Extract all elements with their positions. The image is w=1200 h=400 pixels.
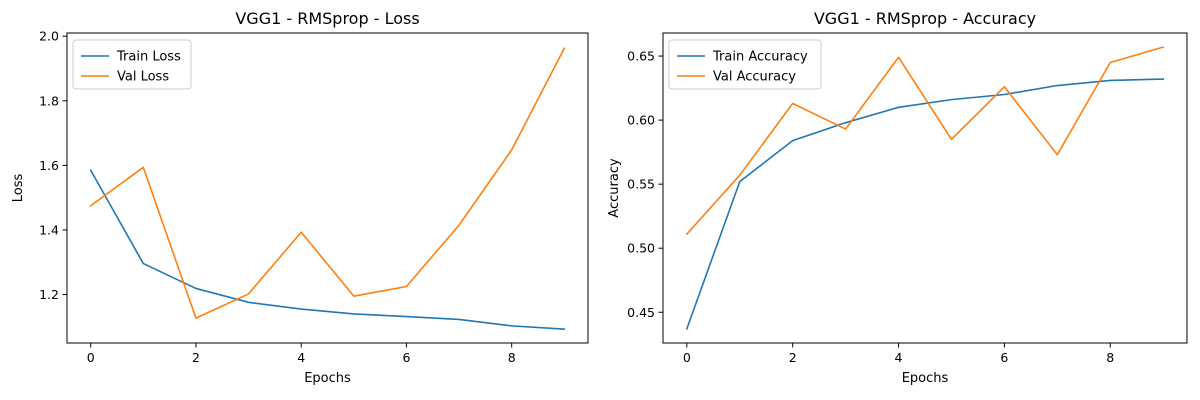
loss-y-axis-label: Loss	[11, 174, 26, 203]
accuracy-y-tick-label: 0.60	[627, 113, 655, 128]
accuracy-x-tick-label: 4	[895, 350, 903, 365]
loss-x-tick-label: 2	[192, 350, 200, 365]
accuracy-series-line-train-accuracy	[685, 78, 1165, 330]
loss-x-tick-label: 4	[297, 350, 305, 365]
loss-x-axis-label: Epochs	[304, 371, 351, 386]
accuracy-y-axis-label: Accuracy	[607, 158, 622, 218]
accuracy-y-tick-label: 0.65	[627, 49, 655, 64]
accuracy-y-tick-label: 0.45	[627, 305, 655, 320]
accuracy-axes-frame	[662, 32, 1188, 344]
accuracy-y-tick-label: 0.55	[627, 177, 655, 192]
accuracy-legend-label-train-accuracy: Train Accuracy	[712, 50, 808, 65]
loss-y-tick-label: 1.4	[39, 222, 59, 237]
accuracy-y-tick-label: 0.50	[627, 241, 655, 256]
accuracy-x-axis-label: Epochs	[902, 371, 949, 386]
loss-y-tick-label: 2.0	[39, 29, 59, 44]
loss-x-tick-label: 0	[87, 350, 95, 365]
accuracy-x-tick-label: 8	[1106, 350, 1114, 365]
loss-series-line-train-loss	[89, 169, 566, 330]
accuracy-series-line-val-accuracy	[685, 46, 1165, 236]
accuracy-x-tick-label: 2	[789, 350, 797, 365]
loss-legend-label-train-loss: Train Loss	[116, 50, 181, 65]
loss-chart: 0 2 4 6 8 1.2 1.4 1.6 1.8 2.0 VGG1 - RMSprop - Los…	[11, 9, 589, 386]
accuracy-chart-title: VGG1 - RMSprop - Accuracy	[814, 9, 1036, 28]
accuracy-x-tick-label: 6	[1000, 350, 1008, 365]
loss-chart-title: VGG1 - RMSprop - Loss	[235, 9, 419, 28]
loss-series-line-val-loss	[89, 47, 566, 319]
loss-y-tick-label: 1.2	[39, 287, 59, 302]
loss-x-tick-label: 8	[508, 350, 516, 365]
accuracy-legend-label-val-accuracy: Val Accuracy	[713, 70, 796, 85]
accuracy-x-tick-label: 0	[683, 350, 691, 365]
accuracy-chart: 0 2 4 6 8 0.45 0.50 0.55 0.60 0.65 VGG1 - RMSprop …	[607, 9, 1188, 386]
loss-y-tick-label: 1.6	[39, 158, 59, 173]
loss-legend-label-val-loss: Val Loss	[117, 70, 169, 85]
loss-y-tick-label: 1.8	[39, 93, 59, 108]
loss-axes-frame	[66, 32, 589, 344]
accuracy-legend	[668, 39, 822, 90]
loss-x-tick-label: 6	[402, 350, 410, 365]
